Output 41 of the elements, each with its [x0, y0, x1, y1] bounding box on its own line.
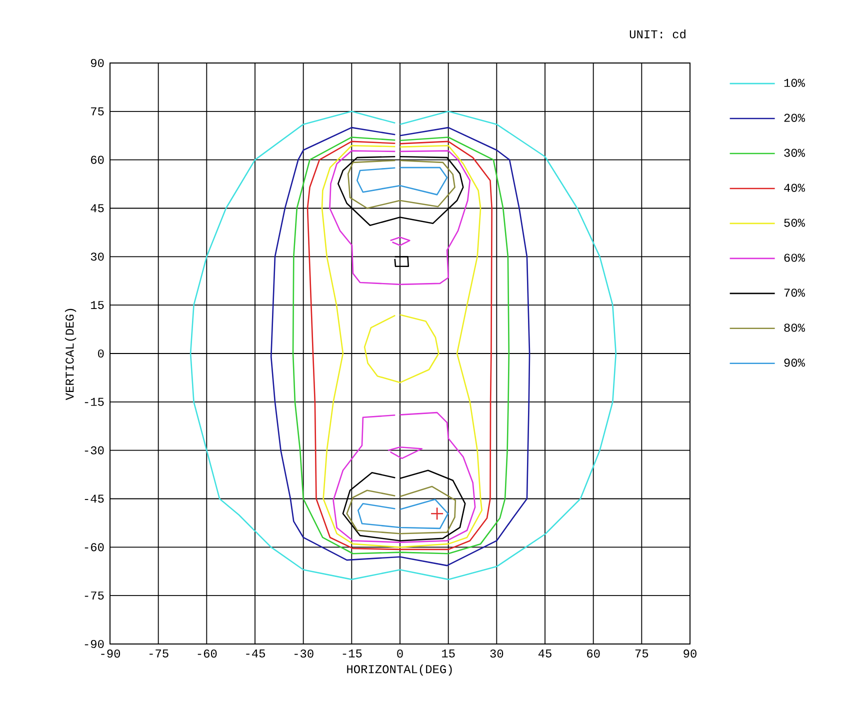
y-tick-label: -30 — [84, 446, 104, 454]
y-tick-label: 75 — [91, 107, 104, 116]
x-tick-label: 90 — [684, 650, 696, 658]
x-tick-label: -45 — [246, 650, 266, 658]
y-tick-label: 30 — [90, 252, 104, 261]
text: UNIT: cd — [630, 30, 686, 38]
x-tick-label: 45 — [538, 650, 552, 658]
legend-label: 90% — [784, 358, 805, 367]
y-tick-label: -90 — [84, 640, 104, 648]
y-tick-label: 60 — [91, 156, 104, 164]
legend-label: 20% — [784, 114, 805, 122]
x-tick-label: -30 — [294, 650, 314, 658]
legend-label: 50% — [784, 218, 805, 227]
y-tick-label: 90 — [90, 58, 104, 68]
line-series — [270, 126, 530, 566]
y-tick-label: 0 — [98, 349, 104, 358]
x-tick-label: -75 — [150, 650, 168, 658]
line-series — [292, 136, 510, 554]
legend-label: 40% — [784, 184, 805, 192]
y-tick-label: -45 — [84, 494, 104, 503]
legend-label: 30% — [784, 148, 805, 157]
legend-label: 60% — [784, 254, 805, 262]
x-tick-label: 15 — [442, 650, 455, 658]
y-axis-title: VERTICAL(DEG) — [64, 308, 76, 400]
line-series — [190, 110, 617, 580]
y-tick-label: -60 — [84, 543, 104, 552]
x-tick-label: 60 — [587, 650, 600, 658]
legend-label: 70% — [784, 288, 805, 297]
legend-label: 80% — [784, 324, 805, 332]
x-tick-label: -90 — [101, 650, 120, 658]
y-tick-label: -75 — [84, 592, 104, 600]
x-axis-title: HORIZONTAL(DEG) — [347, 664, 452, 676]
x-tick-label: -60 — [198, 650, 217, 658]
x-tick-label: 30 — [490, 650, 504, 658]
x-tick-label: 0 — [397, 650, 403, 658]
legend-label: 10% — [784, 78, 805, 87]
y-tick-label: 15 — [90, 301, 104, 310]
x-tick-label: 75 — [635, 650, 648, 658]
x-tick-label: -15 — [342, 650, 362, 658]
y-tick-label: 45 — [90, 204, 104, 212]
y-tick-label: -15 — [84, 398, 104, 406]
